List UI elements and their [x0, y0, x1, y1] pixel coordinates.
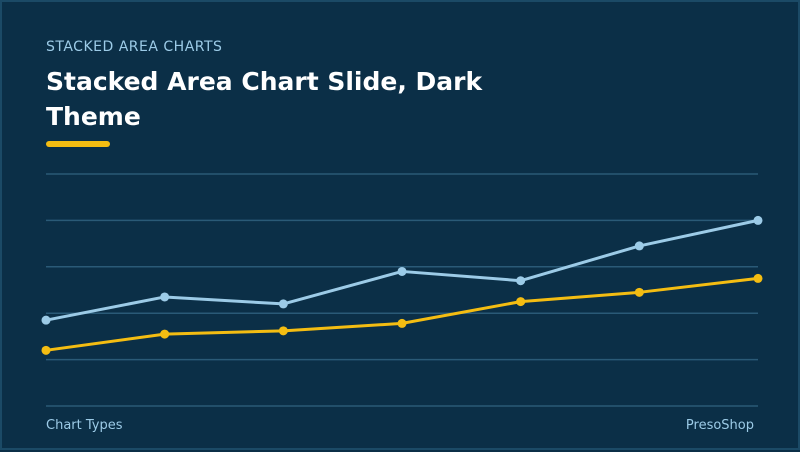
slide-title: Stacked Area Chart Slide, Dark Theme	[46, 67, 483, 131]
series-1-point-6	[753, 273, 763, 283]
footer-brand: PresoShop	[685, 418, 754, 433]
series-1-point-3	[397, 318, 407, 328]
series-0-point-2	[278, 299, 288, 309]
series-1-point-2	[278, 326, 288, 336]
series-0-point-3	[397, 266, 407, 276]
series-1-point-5	[634, 287, 644, 297]
footer-chart-types: Chart Types	[46, 418, 123, 433]
series-0-point-5	[634, 241, 644, 251]
series-0-point-6	[753, 215, 763, 225]
series-0-point-4	[516, 276, 526, 286]
title-accent-bar	[46, 141, 110, 147]
series-line-1	[45, 276, 759, 352]
series-0-point-0	[41, 315, 51, 325]
series-1-point-0	[41, 345, 51, 355]
series-1-point-1	[160, 329, 170, 339]
slide-kicker: STACKED AREA CHARTS	[46, 39, 223, 55]
series-1-point-4	[516, 297, 526, 307]
series-0-point-1	[160, 292, 170, 302]
